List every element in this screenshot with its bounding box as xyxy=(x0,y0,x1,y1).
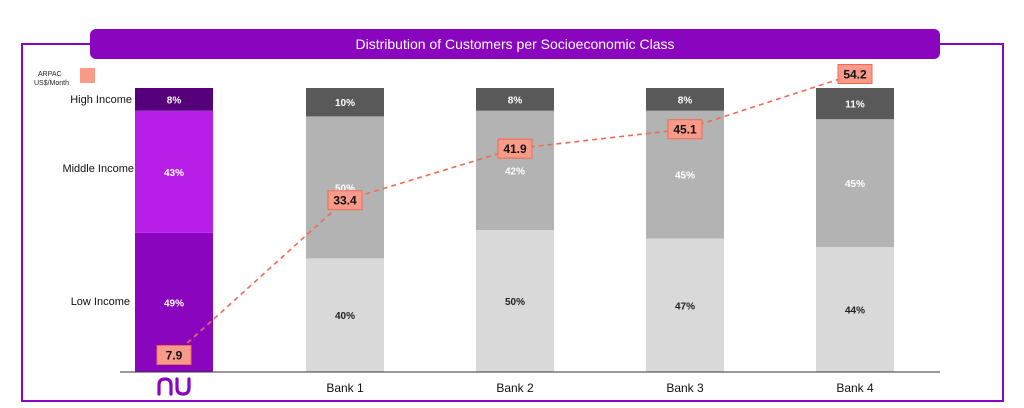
row-label-low-income: Low Income xyxy=(71,296,130,308)
bar-segment-middle-income-2 xyxy=(306,116,384,259)
arpac-marker-5 xyxy=(837,64,873,84)
legend-swatch-arpac xyxy=(80,68,95,83)
arpac-marker-4 xyxy=(667,119,703,140)
legend-label-arpac: ARPAC xyxy=(38,71,62,78)
segment-label-high-income-2: 10% xyxy=(335,98,355,109)
segment-label-middle-income-2: 50% xyxy=(335,183,355,194)
segment-label-high-income-5: 11% xyxy=(845,100,865,111)
arpac-value-label-3: 41.9 xyxy=(503,142,527,156)
category-label-1: Bank 1 xyxy=(326,381,364,395)
category-label-4: Bank 4 xyxy=(836,381,874,395)
arpac-marker-1 xyxy=(156,345,192,365)
arpac-marker-2 xyxy=(327,190,363,211)
arpac-value-label-2: 33.4 xyxy=(333,194,357,208)
segment-label-middle-income-1: 43% xyxy=(164,168,184,179)
bar-segment-middle-income-5 xyxy=(816,119,894,248)
arpac-value-label-5: 54.2 xyxy=(843,68,867,82)
bar-segment-middle-income-3 xyxy=(476,110,554,230)
arpac-marker-3 xyxy=(497,138,533,159)
bar-segment-low-income-4 xyxy=(646,238,724,372)
segment-label-high-income-3: 8% xyxy=(508,95,523,106)
row-label-high-income: High Income xyxy=(70,94,132,106)
segment-label-middle-income-4: 45% xyxy=(675,171,695,182)
segment-label-middle-income-5: 45% xyxy=(845,179,865,190)
segment-label-low-income-4: 47% xyxy=(675,301,695,312)
arpac-value-label-1: 7.9 xyxy=(166,349,183,363)
segment-label-middle-income-3: 42% xyxy=(505,166,525,177)
title-banner xyxy=(90,29,940,59)
category-labels: Bank 1 Bank 2 Bank 3 Bank 4 xyxy=(157,377,874,396)
bar-segment-middle-income-1 xyxy=(135,110,213,233)
segment-label-high-income-1: 8% xyxy=(167,95,182,106)
bar-segment-high-income-4 xyxy=(646,88,724,111)
segment-label-low-income-5: 44% xyxy=(845,306,865,317)
segment-label-low-income-3: 50% xyxy=(505,297,525,308)
bar-segment-low-income-2 xyxy=(306,258,384,372)
segment-label-low-income-2: 40% xyxy=(335,311,355,322)
nu-logo-u-shape xyxy=(175,377,191,396)
legend-label-unit: US$/Month xyxy=(34,80,69,87)
stacked-bars: 49% 43% 8% 40% 50% 10% 50% 42% 8% 47% 45% 8% 44% 45% 1… xyxy=(135,88,894,372)
bar-segment-high-income-3 xyxy=(476,88,554,111)
bar-segment-low-income-5 xyxy=(816,247,894,372)
row-label-middle-income: Middle Income xyxy=(62,163,134,175)
bar-segment-high-income-1 xyxy=(135,88,213,111)
chart-title: Distribution of Customers per Socioecono… xyxy=(355,36,674,52)
arpac-line-layer: 7.9 33.4 41.9 45.1 54.2 xyxy=(156,64,873,365)
bar-segment-low-income-3 xyxy=(476,230,554,372)
bar-segment-high-income-2 xyxy=(306,88,384,117)
segment-label-high-income-4: 8% xyxy=(678,95,693,106)
nu-logo xyxy=(157,377,191,396)
bar-segment-high-income-5 xyxy=(816,88,894,120)
nu-logo-n-shape xyxy=(157,377,173,396)
segment-label-low-income-1: 49% xyxy=(164,298,184,309)
arpac-value-label-4: 45.1 xyxy=(673,123,697,137)
category-label-3: Bank 3 xyxy=(666,381,704,395)
category-label-2: Bank 2 xyxy=(496,381,534,395)
